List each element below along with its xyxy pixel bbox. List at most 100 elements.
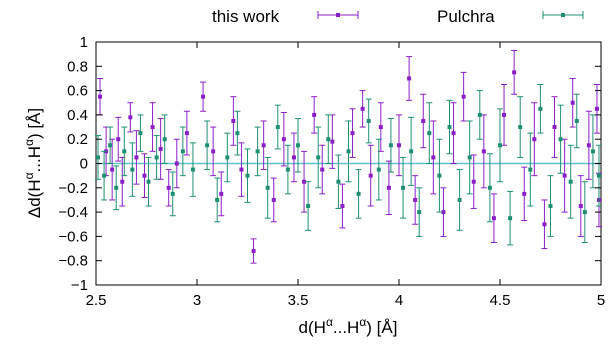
y-axis-title-sup1: α <box>22 172 36 179</box>
data-point <box>114 185 119 190</box>
data-point <box>312 112 317 117</box>
data-point <box>211 149 216 154</box>
data-point <box>356 191 361 196</box>
data-point <box>150 125 155 130</box>
data-point <box>285 167 290 172</box>
y-axis-title-base: Δd(H <box>25 179 44 218</box>
data-point <box>251 248 256 253</box>
data-point <box>239 167 244 172</box>
data-point <box>512 70 517 75</box>
y-tick-label: −1 <box>71 277 88 294</box>
data-point <box>330 139 335 144</box>
y-tick-label: −0.6 <box>58 228 88 245</box>
data-point <box>166 185 171 190</box>
data-point <box>142 173 147 178</box>
x-tick-label: 4 <box>395 292 403 309</box>
data-point <box>154 155 159 160</box>
data-point <box>138 131 143 136</box>
data-point <box>346 149 351 154</box>
data-point <box>291 155 296 160</box>
data-point <box>128 115 133 120</box>
x-axis-title-end: ) [Å] <box>366 318 397 337</box>
data-point <box>320 167 325 172</box>
data-point <box>326 137 331 142</box>
data-point <box>336 179 341 184</box>
data-point <box>368 173 373 178</box>
data-point <box>296 143 300 148</box>
data-point <box>158 146 163 151</box>
y-tick-label: −0.2 <box>58 180 88 197</box>
y-axis: −1 −0.8 −0.6 −0.4 −0.2 0 0.2 0.4 0.6 0.8 1 <box>58 34 601 294</box>
data-point <box>96 155 101 160</box>
legend-swatch-marker <box>336 13 340 17</box>
data-point <box>590 149 595 154</box>
x-axis-title: d(Hα...Hα) [Å] <box>299 315 398 337</box>
data-point <box>316 155 321 160</box>
data-point <box>427 131 432 136</box>
data-point <box>502 112 507 117</box>
data-point <box>146 179 151 184</box>
data-point <box>437 173 442 178</box>
y-tick-label: 0.6 <box>67 83 88 100</box>
y-tick-label: 0 <box>80 156 88 173</box>
data-point <box>401 185 406 190</box>
data-point <box>116 137 121 142</box>
data-point <box>451 131 456 136</box>
data-point <box>102 173 107 178</box>
data-point <box>162 137 167 142</box>
y-tick-label: −0.4 <box>58 204 88 221</box>
data-point <box>231 118 236 123</box>
data-point <box>548 204 553 209</box>
legend-swatch-pulchra <box>542 11 584 19</box>
x-axis-title-mid: ...H <box>333 318 359 337</box>
data-point <box>275 125 280 130</box>
data-point <box>360 106 365 111</box>
y-tick-label: 1 <box>80 34 88 51</box>
data-point <box>245 173 250 178</box>
data-point <box>578 204 583 209</box>
data-point <box>98 94 103 99</box>
data-point <box>574 118 579 123</box>
data-point <box>528 167 533 172</box>
data-point <box>225 155 230 160</box>
y-tick-label: −0.8 <box>58 253 88 270</box>
x-tick-label: 2.5 <box>86 292 107 309</box>
legend-label-this-work: this work <box>212 7 280 26</box>
y-tick-label: 0.2 <box>67 131 88 148</box>
y-axis-title-end: ) [Å] <box>25 108 44 139</box>
data-point <box>568 179 573 184</box>
data-point <box>190 167 195 172</box>
data-point <box>201 94 206 99</box>
data-point <box>562 173 567 178</box>
data-point <box>542 222 547 227</box>
legend-label-pulchra: Pulchra <box>437 7 495 26</box>
y-axis-title-mid: ...H <box>25 146 44 172</box>
data-point <box>376 167 381 172</box>
x-axis-title-sup1: α <box>326 315 333 329</box>
data-point <box>205 143 210 148</box>
data-point <box>110 167 115 172</box>
data-point <box>180 149 185 154</box>
data-point <box>108 143 113 148</box>
data-point <box>378 125 383 130</box>
data-point <box>582 210 587 215</box>
data-point <box>461 94 466 99</box>
x-tick-label: 3 <box>193 292 201 309</box>
data-point <box>122 149 127 154</box>
data-point <box>215 197 220 202</box>
data-point <box>594 106 599 111</box>
data-point <box>350 131 355 136</box>
data-point <box>471 179 476 184</box>
data-point <box>487 185 492 190</box>
x-axis-title-sup2: α <box>359 315 366 329</box>
data-point <box>281 137 286 142</box>
data-point <box>441 210 446 215</box>
data-point <box>457 197 462 202</box>
legend-swatch-marker <box>561 13 565 17</box>
y-tick-label: 0.4 <box>67 107 88 124</box>
data-point <box>532 137 537 142</box>
data-point <box>219 191 224 196</box>
data-point <box>120 179 125 184</box>
data-point <box>134 155 139 160</box>
data-point <box>431 155 436 160</box>
